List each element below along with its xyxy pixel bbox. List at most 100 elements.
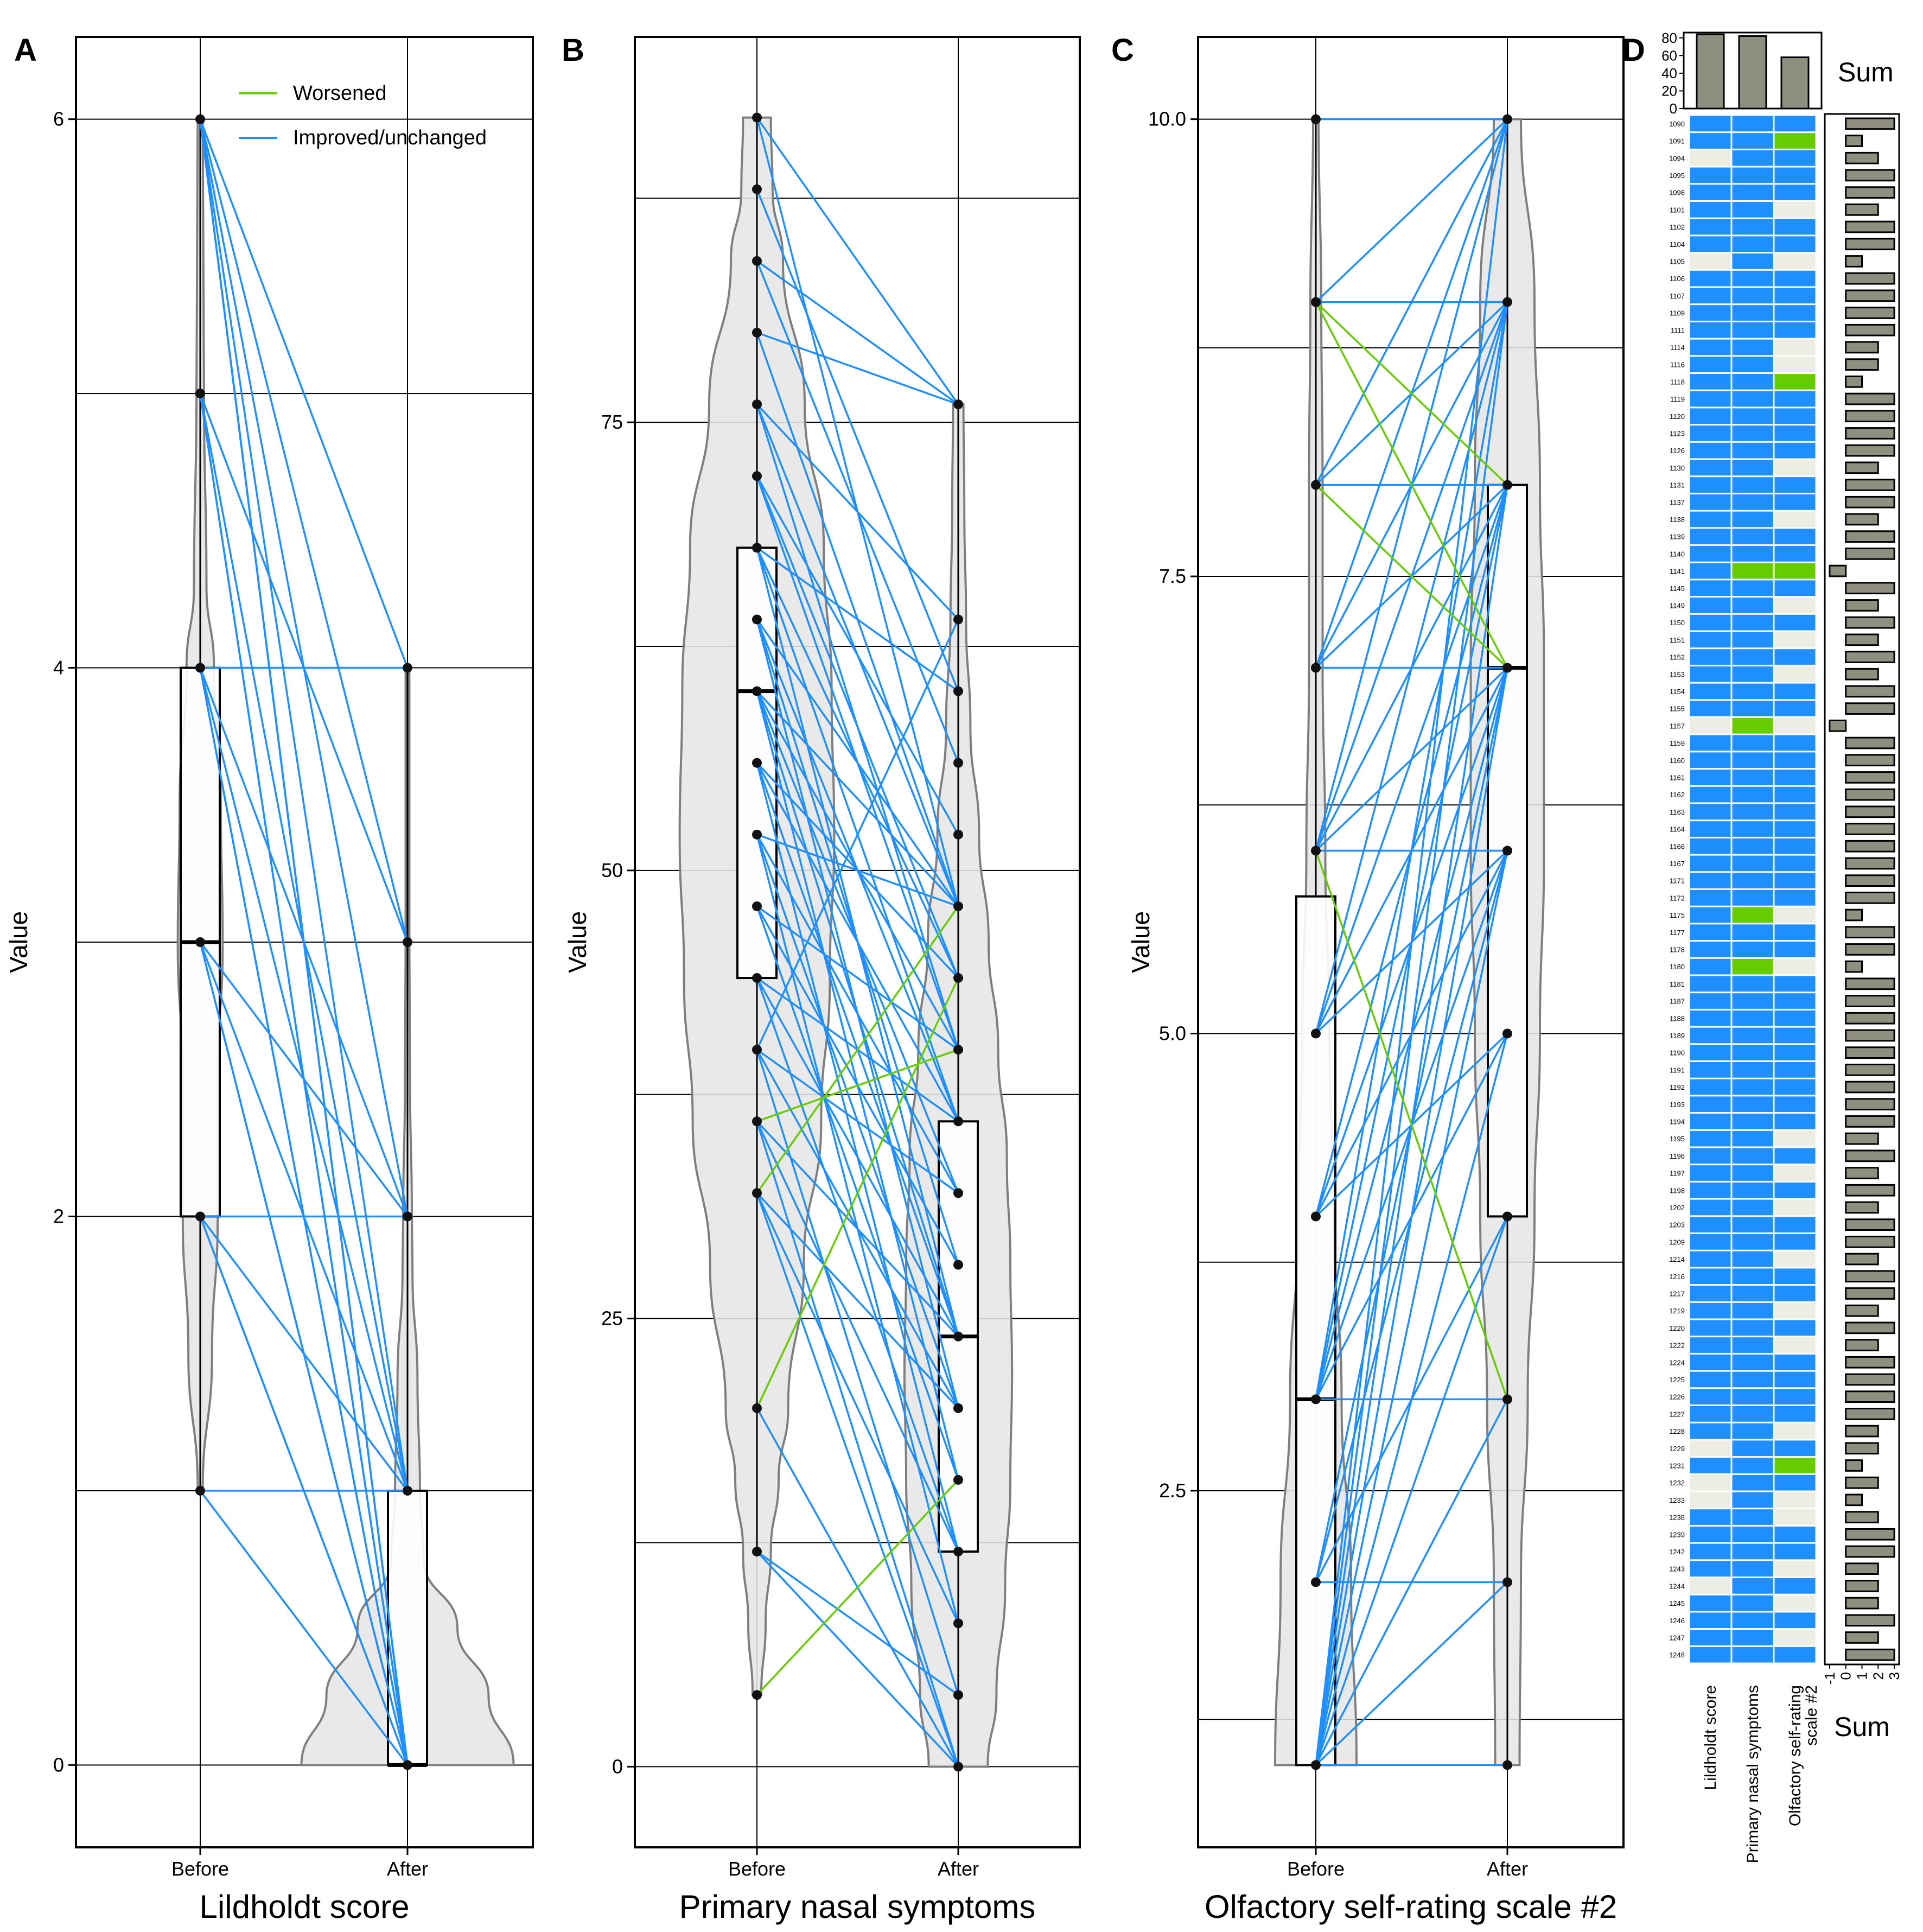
row-label: 1140 — [1670, 550, 1685, 558]
improved-line — [756, 1048, 959, 1194]
heat-cell — [1732, 1578, 1773, 1594]
heat-cell — [1732, 1509, 1773, 1525]
column-label: Lildholdt score — [1702, 1685, 1720, 1790]
heat-cell — [1774, 1010, 1816, 1026]
heat-cell — [1774, 1199, 1816, 1216]
heat-cell — [1774, 1543, 1816, 1560]
improved-line — [756, 1121, 959, 1337]
right-bar — [1845, 513, 1879, 526]
heat-cell — [1774, 1526, 1816, 1542]
right-bar — [1845, 444, 1895, 457]
heat-cell — [1774, 133, 1816, 149]
right-bar — [1845, 1081, 1895, 1094]
after-point — [403, 663, 412, 673]
heat-cell — [1732, 683, 1773, 700]
panel-b: 0 25 50 75 Before After Primary nasal symptoms… — [562, 33, 1081, 1925]
heat-cell — [1732, 649, 1773, 665]
after-point — [403, 937, 412, 947]
after-point — [953, 1475, 963, 1485]
right-bar — [1845, 754, 1895, 767]
right-bar — [1845, 427, 1895, 440]
right-bar — [1845, 857, 1895, 870]
before-point — [752, 1188, 762, 1198]
heat-cell — [1774, 821, 1816, 837]
row-label: 1091 — [1669, 137, 1685, 145]
heat-cell — [1690, 580, 1731, 596]
right-bar — [1845, 1098, 1895, 1111]
right-x-tick-label: 2 — [1870, 1672, 1886, 1680]
row-label: 1167 — [1670, 860, 1685, 868]
improved-line — [1315, 119, 1508, 1765]
y-axis-title: Value — [1126, 911, 1155, 973]
top-bar — [1738, 35, 1767, 110]
heat-cell — [1690, 1302, 1731, 1319]
heat-cell — [1774, 288, 1816, 304]
row-label: 1225 — [1669, 1376, 1685, 1384]
improved-line — [199, 119, 409, 943]
heat-cell — [1774, 1492, 1816, 1508]
y-tick-label: 4 — [53, 657, 64, 679]
right-bar — [1845, 1528, 1895, 1541]
x-tick-label: Before — [171, 1858, 229, 1880]
after-point — [403, 1760, 412, 1770]
row-label: 1130 — [1670, 464, 1685, 472]
heat-cell — [1732, 718, 1773, 734]
row-label: 1242 — [1669, 1548, 1685, 1556]
before-point — [752, 1547, 762, 1557]
heat-cell — [1774, 907, 1816, 923]
before-point — [195, 1211, 205, 1222]
right-bar — [1845, 1442, 1879, 1455]
heat-cell — [1690, 1458, 1731, 1473]
heat-cell — [1690, 821, 1731, 837]
heat-cell — [1774, 391, 1816, 407]
improved-line — [1315, 850, 1508, 1765]
heat-cell — [1732, 150, 1773, 166]
row-label: 1171 — [1670, 877, 1685, 885]
top-bar — [1780, 56, 1810, 110]
row-label: 1120 — [1670, 412, 1685, 421]
heat-cell — [1732, 546, 1773, 562]
right-bar — [1845, 341, 1879, 354]
right-bar — [1845, 548, 1895, 560]
before-point — [1311, 114, 1321, 124]
heat-cell — [1774, 770, 1816, 785]
heat-cell — [1732, 1354, 1773, 1370]
before-point — [1311, 297, 1321, 307]
heat-cell — [1690, 1165, 1731, 1181]
worsened-line — [1315, 301, 1508, 669]
heat-cell — [1732, 494, 1773, 510]
right-bar — [1845, 1046, 1895, 1059]
before-point — [752, 686, 762, 696]
right-bar — [1845, 1614, 1895, 1627]
heat-cell — [1732, 1475, 1773, 1491]
heat-cell — [1732, 1406, 1773, 1422]
improved-line — [199, 119, 409, 1491]
heat-cell — [1732, 133, 1773, 149]
after-point — [953, 1403, 963, 1413]
row-label: 1157 — [1670, 722, 1685, 730]
heat-cell — [1774, 752, 1816, 768]
heat-cell — [1732, 357, 1773, 372]
heat-cell — [1690, 838, 1731, 854]
worsened-line — [1315, 301, 1508, 486]
y-tick-label: 10.0 — [1148, 108, 1186, 130]
heat-cell — [1774, 1630, 1816, 1645]
heat-cell — [1732, 958, 1773, 975]
heat-cell — [1732, 563, 1773, 579]
x-tick-label: After — [1487, 1858, 1528, 1880]
improved-line — [756, 475, 959, 835]
after-point — [1502, 1394, 1512, 1404]
row-label: 1114 — [1670, 344, 1685, 352]
heat-cell — [1690, 1114, 1731, 1129]
row-label: 1191 — [1670, 1066, 1685, 1074]
row-label: 1123 — [1670, 429, 1685, 437]
heat-cell — [1690, 614, 1731, 631]
row-label: 1194 — [1670, 1117, 1685, 1126]
before-point — [752, 543, 762, 553]
heat-cell — [1732, 1423, 1773, 1439]
heat-cell — [1774, 1130, 1816, 1147]
heat-cell — [1732, 1148, 1773, 1164]
heat-cell — [1732, 1027, 1773, 1044]
heat-cell — [1690, 1612, 1731, 1629]
